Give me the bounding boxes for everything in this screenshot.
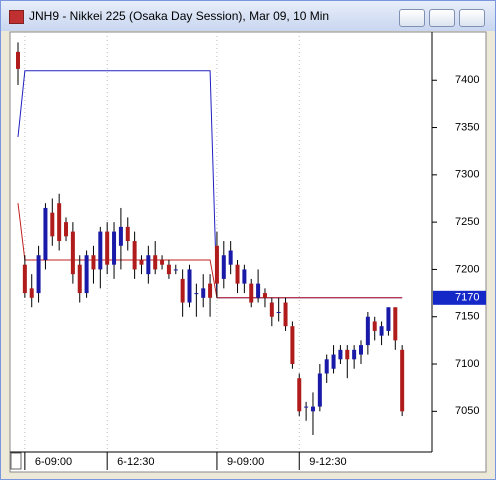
candle-body (290, 326, 295, 365)
y-tick-label: 7150 (455, 311, 479, 323)
candle-body (84, 255, 89, 294)
candle-body (43, 207, 48, 260)
scroll-box[interactable] (10, 452, 22, 470)
candle-body (345, 349, 350, 360)
candle-body (201, 288, 206, 298)
candle-body (132, 241, 137, 270)
x-tick-label: 6-12:30 (117, 456, 154, 468)
candle-body (338, 349, 343, 360)
candle-body (64, 222, 69, 237)
candle-body (91, 255, 96, 270)
y-tick-label: 7350 (455, 121, 479, 133)
candle-body (180, 278, 185, 303)
candle-body (262, 293, 267, 298)
candle-body (98, 231, 103, 270)
candle-body (269, 302, 274, 317)
y-tick-label: 7400 (455, 74, 479, 86)
candle-body (125, 226, 130, 242)
candle-body (393, 307, 398, 341)
candle-body (283, 302, 288, 327)
candle-body (194, 293, 199, 295)
candle-body (214, 245, 219, 284)
maximize-button[interactable] (429, 9, 455, 27)
candle-body (77, 264, 82, 294)
candle-body (57, 203, 62, 242)
candle-body (317, 373, 322, 407)
close-button[interactable] (459, 9, 485, 27)
candle-body (297, 378, 302, 412)
y-tick-label: 7300 (455, 169, 479, 181)
x-tick-label: 9-12:30 (309, 456, 346, 468)
candle-body (160, 259, 165, 265)
candle-body (36, 255, 41, 294)
y-tick-label: 7100 (455, 358, 479, 370)
candle-body (352, 349, 357, 360)
candle-body (249, 283, 254, 303)
indicator-line (17, 203, 403, 299)
title-bar: JNH9 - Nikkei 225 (Osaka Day Session), M… (1, 1, 495, 31)
candle-body (235, 264, 240, 284)
y-tick-label: 7250 (455, 216, 479, 228)
candle-body (208, 283, 213, 298)
candle-body (112, 231, 117, 265)
candle-body (304, 406, 309, 408)
candle-body (118, 226, 123, 246)
candle-body (221, 255, 226, 279)
candle-body (379, 326, 384, 336)
candle-body (276, 312, 281, 313)
candle-body (324, 359, 329, 374)
x-tick-label: 9-09:00 (227, 456, 264, 468)
candle-body (153, 255, 158, 270)
candle-body (228, 250, 233, 265)
window-title: JNH9 - Nikkei 225 (Osaka Day Session), M… (29, 9, 330, 23)
candle-body (166, 264, 171, 275)
candle-body (400, 349, 405, 412)
candle-body (386, 307, 391, 331)
chart-background (9, 31, 487, 473)
candle-body (70, 231, 75, 275)
candle-body (372, 321, 377, 331)
candle-body (359, 345, 363, 355)
minimize-button[interactable] (399, 9, 425, 27)
candle-body (139, 259, 144, 265)
candle-body (105, 231, 110, 265)
candle-body (29, 288, 34, 298)
candle-body (365, 316, 370, 346)
y-tick-label: 7200 (455, 263, 479, 275)
last-price-marker (433, 290, 486, 305)
candle-body (16, 51, 20, 69)
candle-body (173, 269, 178, 271)
candle-body (187, 269, 192, 303)
candle-body (146, 255, 151, 275)
candle-body (22, 264, 27, 294)
y-tick-label: 7050 (455, 405, 479, 417)
last-price-label: 7170 (455, 292, 479, 304)
candle-body (242, 269, 247, 284)
candle-body (256, 283, 261, 298)
candle-body (331, 354, 336, 369)
app-icon (9, 10, 24, 24)
candle-body (310, 406, 315, 412)
candle-body (50, 212, 55, 237)
x-tick-label: 6-09:00 (35, 456, 72, 468)
